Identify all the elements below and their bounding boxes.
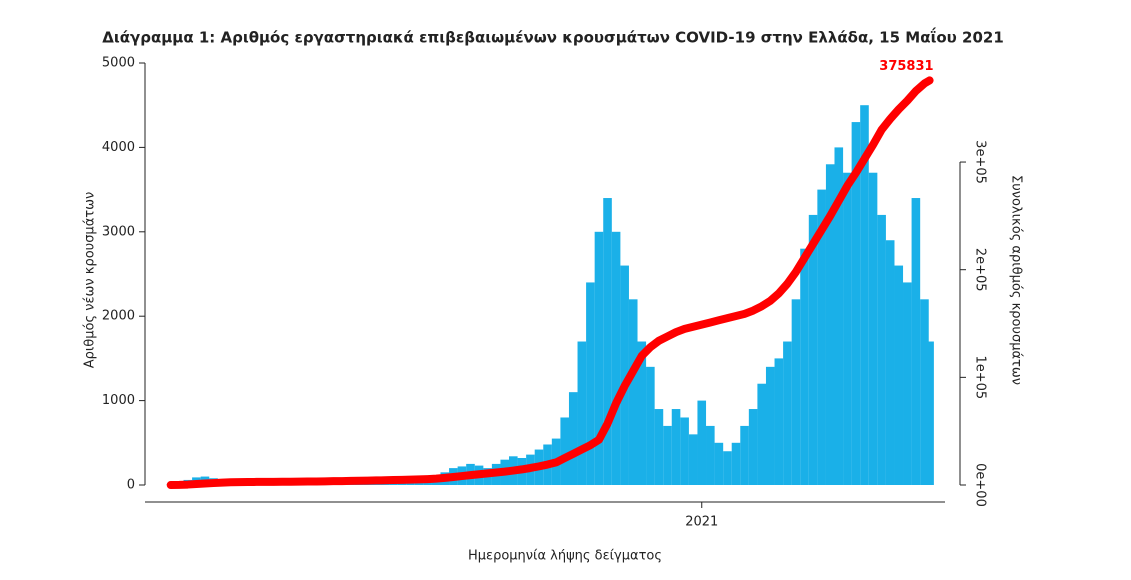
bar xyxy=(680,417,689,485)
y-tick-label: 2000 xyxy=(102,309,135,324)
bar xyxy=(620,265,629,485)
line xyxy=(166,76,934,489)
x-tick-label: 2021 xyxy=(685,515,718,530)
y2-axis-label: Συνολικός αριθμός κρουσμάτων xyxy=(1009,175,1024,385)
bar xyxy=(637,341,647,485)
bar xyxy=(911,198,921,486)
bar xyxy=(843,172,852,485)
bar xyxy=(577,341,587,485)
bar xyxy=(731,442,741,485)
bar xyxy=(671,409,681,485)
y2-tick-label: 2e+05 xyxy=(973,248,988,292)
bar xyxy=(611,231,621,485)
bar xyxy=(663,425,672,485)
bar xyxy=(885,240,895,485)
bar xyxy=(868,172,878,485)
bar xyxy=(920,299,929,485)
y-tick-label: 0 xyxy=(127,478,135,493)
bar xyxy=(594,231,604,485)
bar xyxy=(706,425,715,485)
bar xyxy=(925,341,934,485)
bar xyxy=(628,299,638,485)
bar xyxy=(894,265,904,485)
bar xyxy=(697,400,707,485)
bar xyxy=(808,214,818,486)
bar xyxy=(646,366,655,485)
y-tick-label: 4000 xyxy=(102,140,135,155)
x-axis-label: Ημερομηνία λήψης δείγματος xyxy=(468,549,662,564)
bar xyxy=(765,366,775,485)
bar xyxy=(817,189,826,485)
bar xyxy=(603,198,612,486)
y-tick-label: 3000 xyxy=(102,224,135,239)
bar xyxy=(877,214,886,486)
bar xyxy=(740,425,749,485)
bar xyxy=(560,417,570,485)
y2-tick-label: 0e+00 xyxy=(973,463,988,507)
bar xyxy=(800,248,809,485)
end-label: 375831 xyxy=(879,59,933,74)
bar xyxy=(568,392,578,485)
y2-tick-label: 1e+05 xyxy=(973,355,988,399)
bar xyxy=(851,122,861,485)
bar xyxy=(654,409,664,485)
chart-title: Διάγραμμα 1: Αριθμός εργαστηριακά επιβεβ… xyxy=(102,27,1004,47)
bar xyxy=(791,299,801,485)
bar xyxy=(834,147,844,485)
bar xyxy=(586,282,595,485)
bar xyxy=(825,164,835,485)
bar xyxy=(757,383,767,485)
bar xyxy=(860,105,869,485)
y-tick-label: 1000 xyxy=(102,393,135,408)
bar xyxy=(748,409,758,485)
bar xyxy=(903,282,912,485)
bar xyxy=(774,358,784,485)
bar xyxy=(688,434,698,485)
y2-tick-label: 3e+05 xyxy=(973,140,988,184)
bar xyxy=(714,442,724,485)
y-tick-label: 5000 xyxy=(102,56,135,71)
bar xyxy=(783,341,792,485)
bar xyxy=(723,451,732,485)
y-axis-label: Αριθμός νέων κρουσμάτων xyxy=(83,192,98,369)
